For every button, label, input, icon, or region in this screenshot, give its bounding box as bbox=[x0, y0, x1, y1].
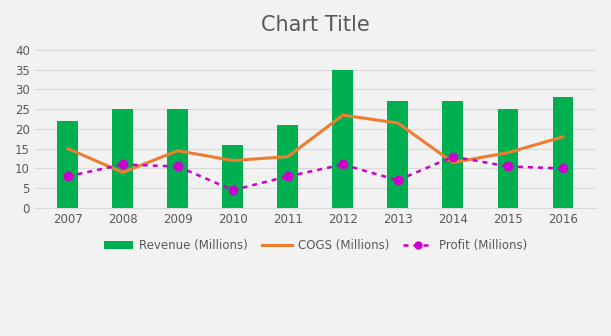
Bar bbox=[277, 125, 298, 208]
Bar bbox=[167, 109, 188, 208]
Bar bbox=[222, 145, 243, 208]
Bar bbox=[112, 109, 133, 208]
Bar bbox=[387, 101, 408, 208]
Bar bbox=[57, 121, 78, 208]
Bar bbox=[442, 101, 463, 208]
Bar bbox=[332, 70, 353, 208]
Legend: Revenue (Millions), COGS (Millions), Profit (Millions): Revenue (Millions), COGS (Millions), Pro… bbox=[99, 234, 532, 257]
Title: Chart Title: Chart Title bbox=[261, 15, 370, 35]
Bar bbox=[552, 97, 574, 208]
Bar bbox=[497, 109, 518, 208]
